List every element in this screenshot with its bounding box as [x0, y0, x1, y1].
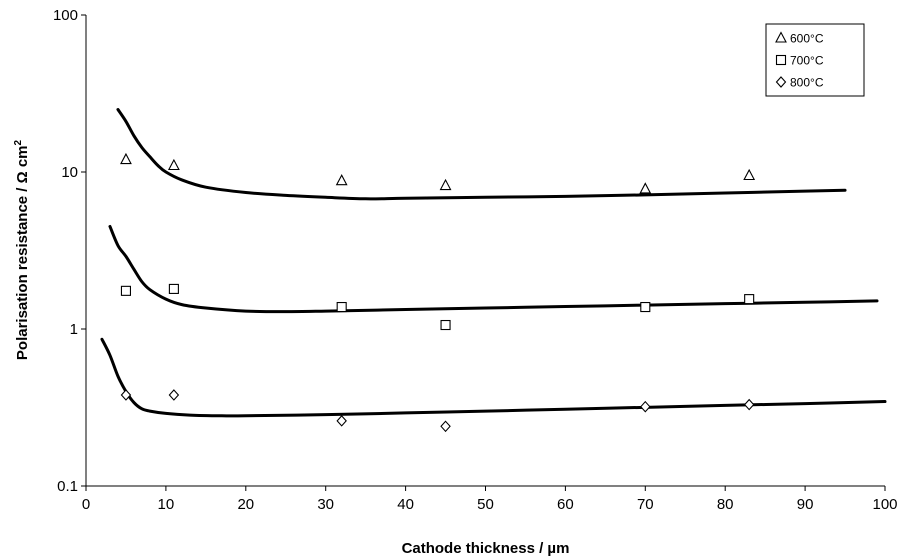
- fit-curve-600C: [116, 108, 847, 201]
- y-axis-title-superscript: 2: [13, 139, 24, 145]
- plot-area: 0 10 20 30 40 50 60 70 80 90 100 0.1 1 10 100: [53, 7, 898, 513]
- fit-curves: [100, 108, 887, 418]
- x-tick-label: 50: [477, 496, 494, 513]
- data-point-600C: [439, 178, 452, 191]
- legend-marker-700C: [775, 54, 787, 66]
- data-point-600C: [167, 158, 180, 171]
- x-tick-label: 90: [797, 496, 814, 513]
- x-tick-label: 10: [158, 496, 175, 513]
- fit-curve-700C: [108, 224, 879, 314]
- x-tick-label: 30: [317, 496, 334, 513]
- x-tick-label: 20: [237, 496, 254, 513]
- data-point-600C: [639, 182, 652, 194]
- x-tick-label: 80: [717, 496, 734, 513]
- y-axis-title: Polarisation resistance / Ω cm2: [13, 139, 31, 360]
- data-point-800C: [168, 389, 180, 401]
- data-point-600C: [335, 174, 348, 186]
- legend-label-800C: 800°C: [790, 76, 824, 90]
- legend-label-600C: 600°C: [790, 32, 824, 46]
- x-tick-label: 60: [557, 496, 574, 513]
- data-point-800C: [120, 389, 132, 401]
- data-point-700C: [640, 301, 651, 313]
- x-tick-label: 0: [82, 496, 90, 513]
- x-tick-label: 70: [637, 496, 654, 513]
- x-tick-label: 100: [872, 496, 897, 513]
- data-point-800C: [336, 415, 347, 427]
- data-point-700C: [168, 283, 179, 294]
- data-points: [120, 152, 756, 433]
- data-point-600C: [743, 168, 756, 181]
- y-tick-label: 100: [53, 7, 78, 24]
- fit-curve-800C: [100, 337, 887, 418]
- y-tick-label: 10: [61, 164, 78, 181]
- legend: 600°C 700°C 800°C: [765, 23, 865, 97]
- data-point-800C: [640, 400, 651, 413]
- y-axis-title-main: Polarisation resistance / Ω cm: [14, 145, 31, 360]
- data-point-700C: [120, 285, 131, 296]
- x-axis-title: Cathode thickness / µm: [402, 540, 570, 557]
- x-ticks: 0 10 20 30 40 50 60 70 80 90 100: [82, 486, 898, 513]
- data-point-700C: [336, 301, 347, 313]
- legend-label-700C: 700°C: [790, 54, 824, 68]
- y-tick-label: 0.1: [57, 478, 78, 495]
- legend-marker-800C: [775, 76, 787, 88]
- data-point-700C: [744, 294, 755, 305]
- data-point-800C: [440, 420, 451, 433]
- data-point-800C: [743, 398, 755, 411]
- y-tick-label: 1: [70, 321, 78, 338]
- legend-marker-600C: [775, 31, 787, 43]
- x-tick-label: 40: [397, 496, 414, 513]
- y-ticks: 0.1 1 10 100: [53, 7, 86, 495]
- data-point-700C: [440, 319, 451, 331]
- data-point-600C: [120, 152, 132, 165]
